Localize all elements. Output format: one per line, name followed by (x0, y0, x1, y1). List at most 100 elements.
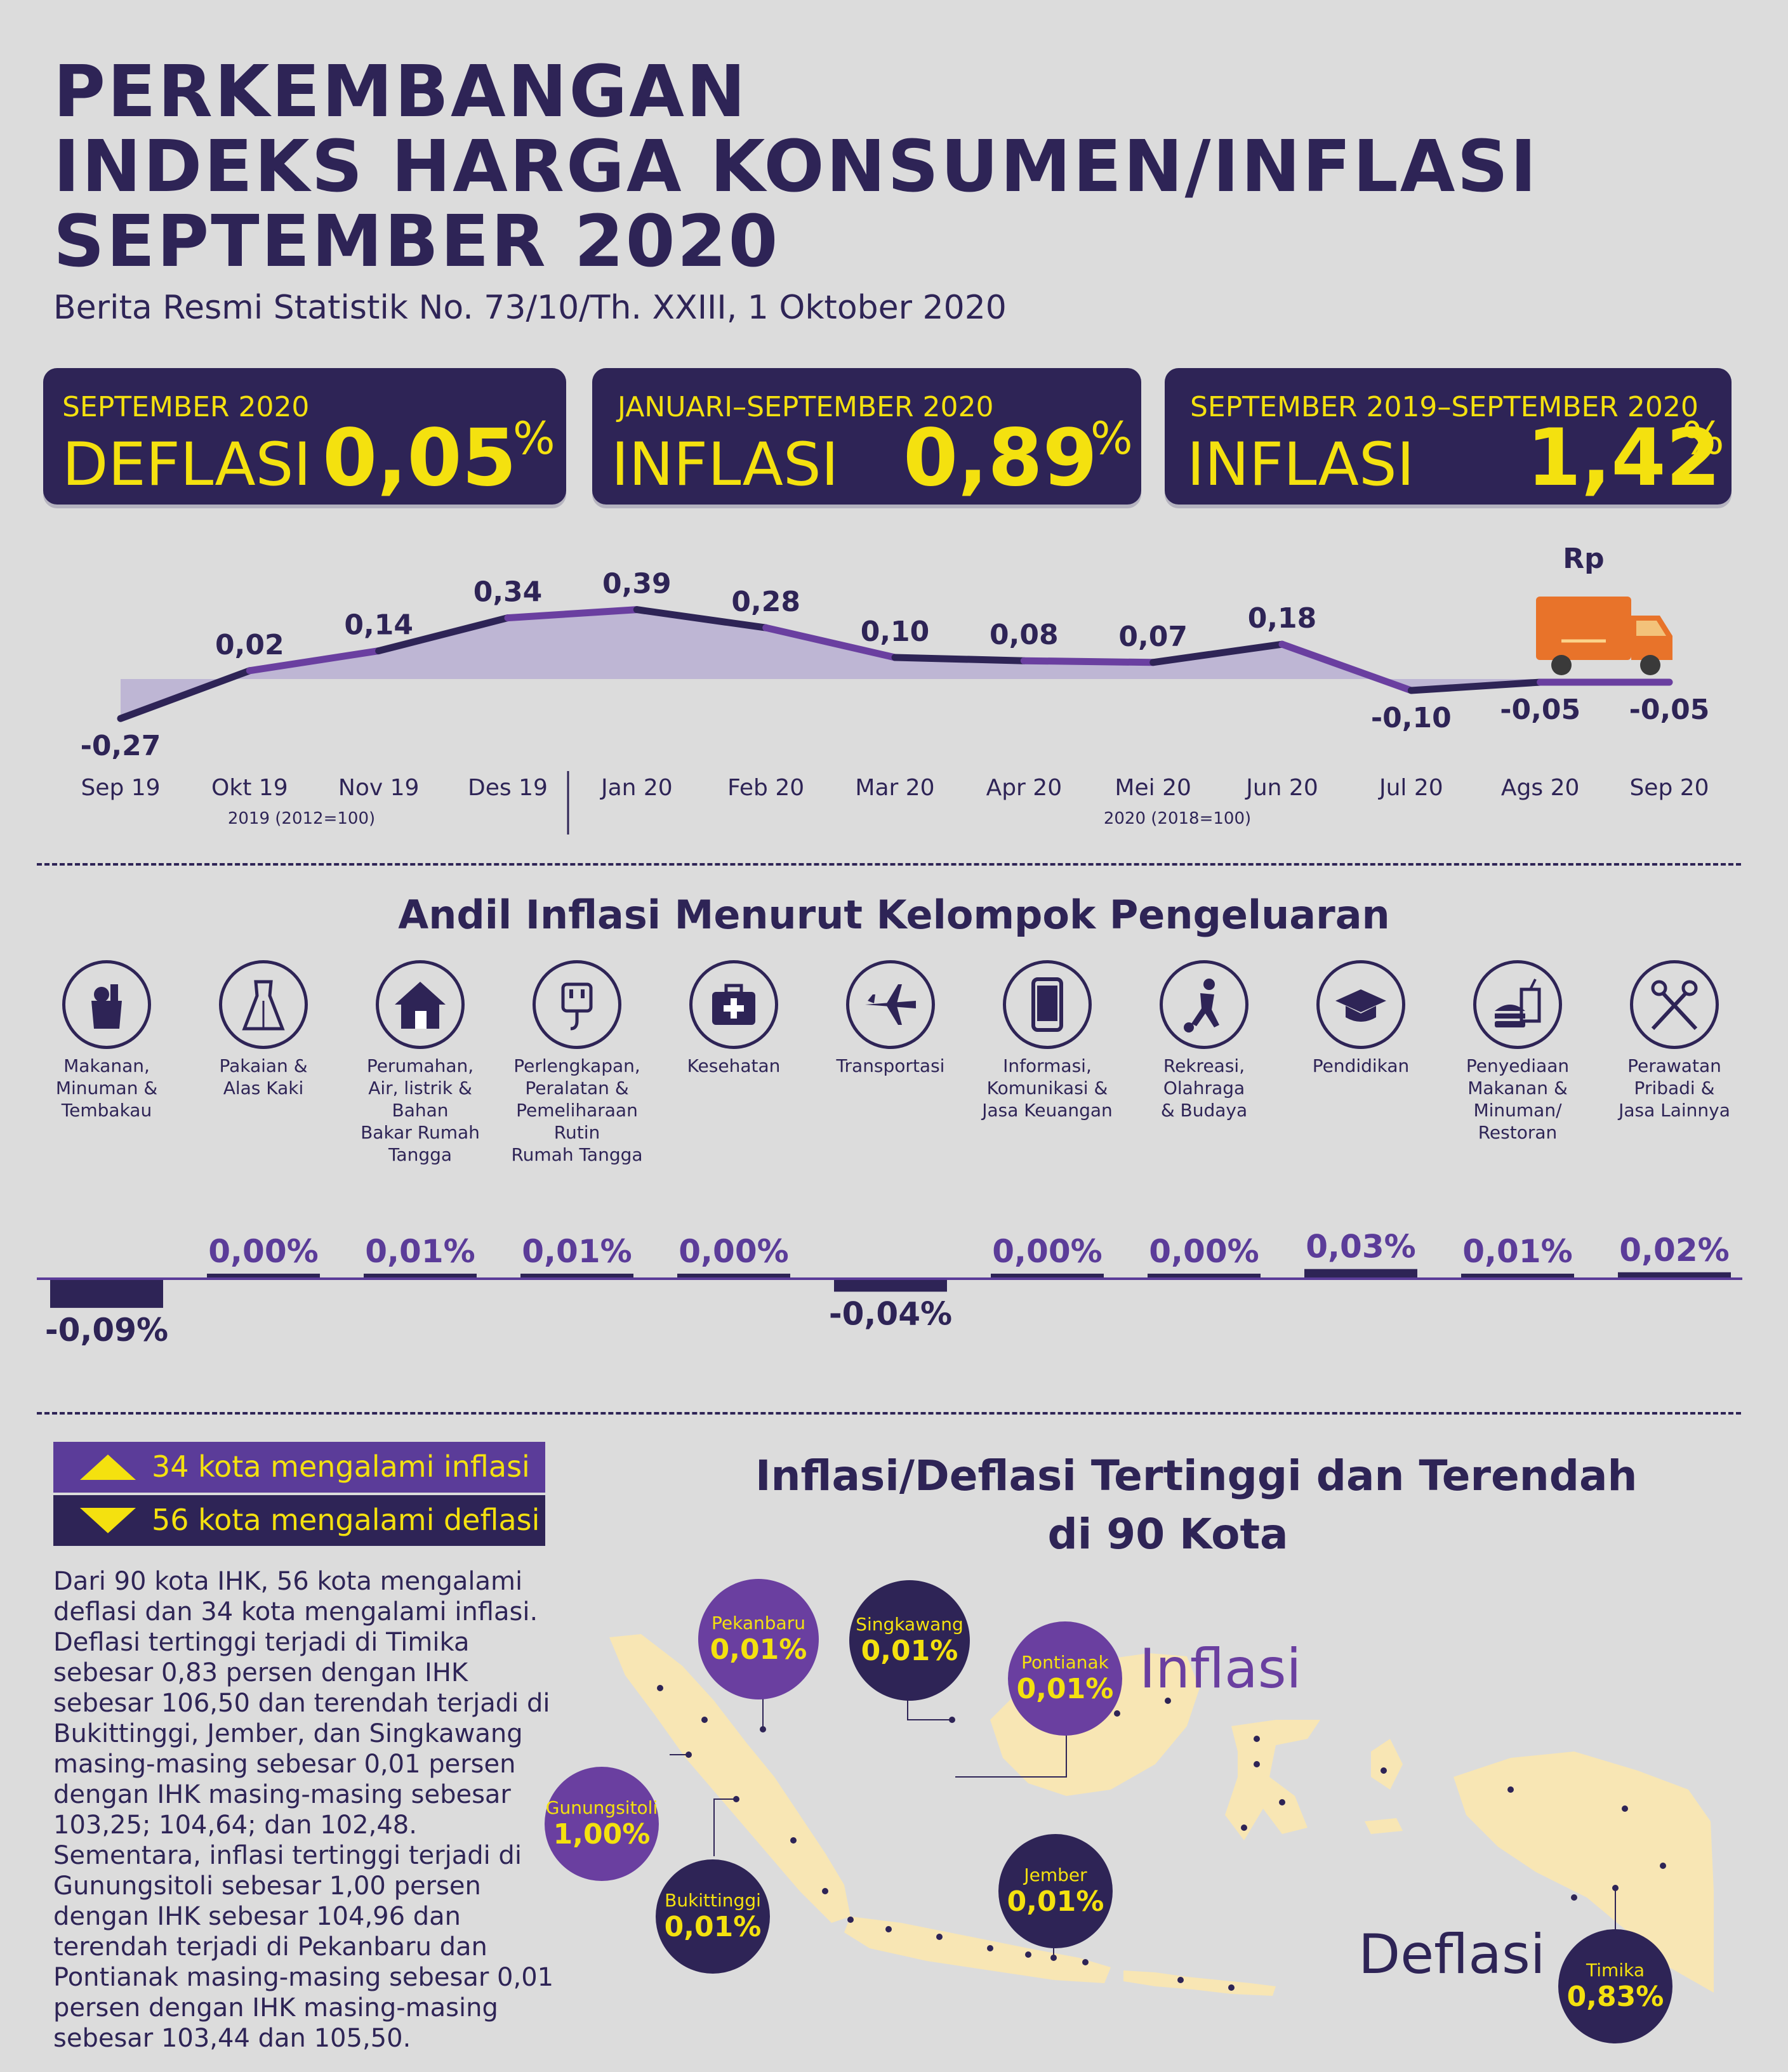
city-marker-dot (1279, 1799, 1285, 1805)
city-value: 0,01% (1007, 1885, 1104, 1918)
power-plug-icon (533, 960, 621, 1049)
triangle-down-icon (80, 1508, 136, 1533)
soccer-player-icon (1160, 960, 1248, 1049)
contribution-title: Andil Inflasi Menurut Kelompok Pengeluar… (398, 892, 1390, 938)
contribution-value-label: -0,04% (829, 1295, 952, 1332)
medical-kit-icon (689, 960, 778, 1049)
contribution-bar (1148, 1274, 1261, 1279)
city-marker-dot (987, 1945, 993, 1951)
city-value: 0,01% (664, 1911, 762, 1943)
stat-kind: INFLASI (1187, 430, 1415, 499)
city-marker-dot (1381, 1767, 1387, 1774)
category-label: Perumahan, Air, listrik & Bahan Bakar Rumah… (344, 1055, 496, 1166)
title-line-2: INDEKS HARGA KONSUMEN/INFLASI (53, 126, 1539, 208)
base-note-2020: 2020 (2018=100) (1104, 809, 1251, 828)
inflasi-label: Inflasi (1139, 1637, 1302, 1701)
line-segment (1020, 657, 1157, 666)
category-label: Rekreasi, Olahraga & Budaya (1128, 1055, 1280, 1121)
stat-value: 1,42 (1526, 412, 1721, 504)
category-label: Pakaian & Alas Kaki (187, 1055, 340, 1099)
data-label: 0,10 (861, 616, 930, 648)
category-label: Makanan, Minuman & Tembakau (30, 1055, 183, 1121)
city-singkawang: Singkawang 0,01% (849, 1580, 970, 1701)
contribution-bar-chart: -0,09% 0,00% 0,01% 0,01% 0,00% -0,04% 0,00% 0,0… (37, 1229, 1742, 1349)
smartphone-icon (1003, 960, 1092, 1049)
category-label-line: Rutin (553, 1122, 600, 1143)
category-label-line: Olahraga (1163, 1078, 1245, 1099)
summary-paragraph: Dari 90 kota IHK, 56 kota mengalami defla… (53, 1566, 554, 2054)
x-tick-label: Jul 20 (1378, 775, 1443, 801)
category-label-line: Pakaian & (219, 1055, 308, 1076)
contribution-bar (1461, 1274, 1574, 1279)
stat-unit: % (1682, 412, 1725, 465)
x-tick-label: Mar 20 (855, 775, 934, 801)
city-value: 0,01% (1016, 1673, 1114, 1705)
stat-unit: % (513, 412, 555, 465)
summary-line: 103,25; 104,64; dan 102,48. (53, 1811, 417, 1840)
monthly-inflation-chart: -0,27 0,02 0,14 0,34 0,39 0,28 0,10 0,08 0,07 0,1… (81, 543, 1709, 835)
stat-period: SEPTEMBER 2019–SEPTEMBER 2020 (1190, 391, 1699, 423)
city-name: Pontianak (1021, 1652, 1109, 1673)
city-pontianak: Pontianak 0,01% (1008, 1621, 1122, 1736)
summary-line: sebesar 0,83 persen dengan IHK (53, 1658, 468, 1687)
city-name: Pekanbaru (712, 1613, 805, 1633)
summary-line: dengan IHK masing-masing sebesar (53, 1780, 511, 1809)
stat-box-yoy: SEPTEMBER 2019–SEPTEMBER 2020 INFLASI 1,… (1165, 368, 1732, 505)
category-label-line: Perawatan (1627, 1055, 1721, 1076)
city-marker-dot (1025, 1951, 1031, 1958)
category-label: Pendidikan (1285, 1055, 1437, 1077)
city-timika: Timika 0,83% (1558, 1929, 1672, 2043)
summary-line: Pontianak masing-masing sebesar 0,01 (53, 1963, 554, 1992)
section-divider-1 (37, 863, 1741, 866)
contribution-bar (1618, 1272, 1731, 1279)
city-jember: Jember 0,01% (998, 1834, 1113, 1948)
city-value: 1,00% (553, 1818, 651, 1851)
legend-deflation: 56 kota mengalami deflasi (53, 1495, 545, 1546)
summary-line: sebesar 103,44 dan 105,50. (53, 2024, 411, 2053)
category-label-line: Bahan (392, 1100, 449, 1121)
line-segment (117, 667, 253, 722)
category-label-line: Peralatan & (525, 1078, 629, 1099)
category-label: Penyediaan Makanan & Minuman/Restoran (1441, 1055, 1594, 1144)
line-segment (762, 624, 899, 661)
line-segment (633, 606, 770, 631)
x-tick-label: Sep 20 (1629, 775, 1709, 801)
summary-line: terendah terjadi di Pekanbaru dan (53, 1932, 487, 1962)
map-title: Inflasi/Deflasi Tertinggi dan Terendah d… (755, 1447, 1638, 1564)
x-tick-label: Jan 20 (600, 775, 673, 801)
title-line-3: SEPTEMBER 2020 (53, 201, 780, 283)
category-label-line: Penyediaan (1466, 1055, 1570, 1076)
category-label-line: Komunikasi & (986, 1078, 1108, 1099)
contribution-value-label: -0,09% (45, 1312, 168, 1349)
city-value: 0,83% (1566, 1981, 1664, 2013)
base-note-2019: 2019 (2012=100) (228, 809, 375, 828)
category-label-line: Transportasi (836, 1055, 945, 1076)
x-tick-label: Feb 20 (727, 775, 804, 801)
category-label-line: Kesehatan (687, 1055, 781, 1076)
line-segment (1407, 678, 1544, 694)
stat-kind: DEFLASI (62, 430, 312, 499)
category-label-line: Informasi, (1003, 1055, 1092, 1076)
data-label: 0,28 (731, 586, 800, 618)
triangle-up-icon (80, 1455, 136, 1480)
city-marker-dot (1660, 1863, 1666, 1869)
category-label: Kesehatan (658, 1055, 810, 1077)
city-marker-dot (1241, 1825, 1247, 1831)
scissors-comb-icon (1630, 960, 1719, 1049)
summary-line: sebesar 106,50 dan terendah terjadi di (53, 1689, 550, 1718)
city-marker-dot (1622, 1805, 1628, 1812)
category-label-line: Pribadi & (1634, 1078, 1715, 1099)
city-marker-dot (1254, 1736, 1260, 1742)
contribution-value-label: 0,01% (1462, 1233, 1572, 1270)
contribution-bar (50, 1279, 163, 1308)
x-tick-label: Jun 20 (1245, 775, 1318, 801)
city-marker-dot (790, 1837, 797, 1844)
city-marker-dot (847, 1917, 854, 1923)
data-label: 0,34 (473, 576, 543, 609)
deflasi-label: Deflasi (1358, 1923, 1546, 1986)
city-marker-dot (1114, 1710, 1120, 1717)
summary-line: masing-masing sebesar 0,01 persen (53, 1750, 516, 1779)
category-label-line: Minuman & (55, 1078, 158, 1099)
city-value: 0,01% (710, 1633, 807, 1666)
stat-kind: INFLASI (611, 430, 839, 499)
